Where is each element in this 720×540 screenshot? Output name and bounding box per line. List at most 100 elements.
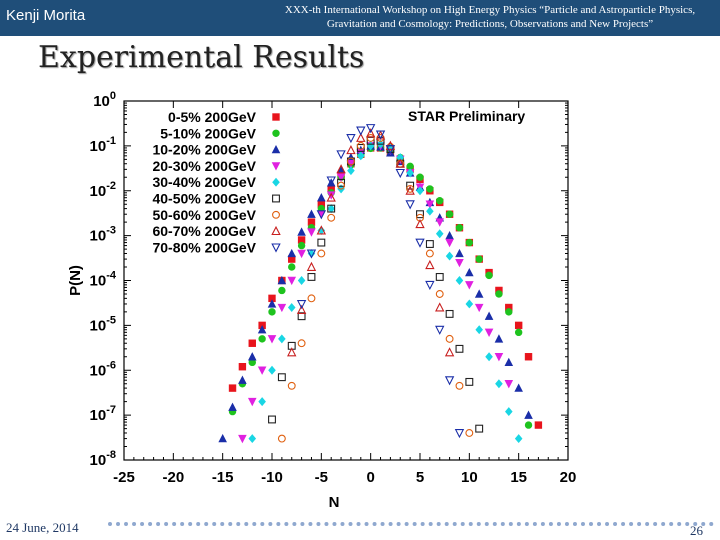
data-point (356, 132, 366, 142)
x-tick-label: 0 (366, 469, 374, 486)
data-point (454, 429, 465, 439)
data-point (357, 151, 365, 161)
data-point (228, 402, 237, 411)
y-axis-label: P(N) (67, 265, 84, 296)
data-point (425, 249, 434, 258)
conference-title: XXX-th International Workshop on High En… (284, 4, 696, 30)
y-tick-label: 10-4 (90, 270, 117, 290)
page-number: 26 (690, 523, 703, 538)
data-point (514, 434, 523, 444)
data-point (247, 397, 257, 407)
data-point (465, 238, 474, 247)
star-preliminary-label: STAR Preliminary (408, 108, 525, 124)
data-point (425, 280, 435, 291)
data-point (455, 344, 464, 353)
data-point (277, 303, 287, 313)
data-point (445, 238, 454, 248)
legend-label: 20-30% 200GeV (152, 158, 256, 174)
data-point (278, 286, 286, 295)
data-point (465, 377, 474, 386)
data-point (287, 248, 297, 258)
data-point (435, 272, 444, 281)
legend-marker (271, 144, 281, 154)
legend-marker (271, 225, 281, 236)
data-point (307, 294, 316, 303)
data-point (297, 312, 306, 321)
data-point (445, 251, 454, 261)
multiplicity-chart: -25 -20 -15 -10 -5 0 5 10 15 20 100 10-1 10-2 10-3 10-… (67, 90, 576, 511)
data-point (296, 300, 307, 310)
data-point (297, 227, 306, 236)
data-point (455, 381, 464, 390)
data-point (346, 157, 355, 166)
data-point (366, 136, 375, 145)
data-point (524, 353, 533, 361)
series-5 (268, 136, 484, 433)
data-point (505, 407, 513, 417)
data-point (247, 352, 257, 361)
data-point (415, 218, 425, 229)
data-point (406, 181, 415, 190)
x-tick-label: -15 (212, 469, 234, 486)
data-point (356, 143, 365, 152)
data-point (258, 397, 266, 407)
data-point (485, 271, 493, 280)
legend-marker (272, 113, 280, 121)
data-point (347, 166, 355, 176)
data-point (277, 373, 286, 382)
data-point (317, 238, 326, 247)
data-point (514, 321, 523, 330)
data-point (218, 433, 227, 443)
data-point (474, 289, 484, 298)
legend-marker (272, 177, 280, 187)
data-point (317, 249, 326, 258)
data-point (504, 357, 514, 367)
data-point (317, 226, 326, 235)
data-point (534, 421, 543, 429)
data-point (435, 302, 445, 312)
data-point (278, 334, 286, 344)
data-point (307, 272, 316, 281)
data-point (435, 229, 444, 239)
data-point (455, 224, 464, 232)
data-point (306, 261, 317, 271)
data-point (444, 347, 455, 357)
data-point (524, 410, 533, 419)
data-point (494, 334, 504, 343)
data-point (248, 434, 257, 444)
data-point (495, 290, 503, 298)
data-point (465, 429, 474, 437)
data-point (356, 126, 366, 136)
data-point (494, 353, 504, 362)
data-point (425, 200, 435, 209)
data-point (416, 186, 424, 196)
data-point (366, 134, 375, 142)
data-point (426, 206, 434, 216)
data-point (248, 339, 256, 347)
data-point (296, 304, 307, 314)
data-point (416, 210, 424, 219)
data-point (495, 379, 503, 389)
data-point (435, 290, 444, 298)
data-point (287, 381, 296, 390)
series-4 (248, 139, 523, 444)
data-point (238, 434, 247, 444)
y-tick-label: 10-7 (90, 404, 116, 424)
data-point (326, 192, 336, 202)
author-name: Kenji Morita (6, 7, 86, 24)
legend-marker (272, 210, 280, 219)
data-point (326, 176, 336, 186)
series-2 (218, 141, 533, 443)
data-point (297, 339, 306, 348)
data-point (475, 255, 483, 263)
x-tick-label: -20 (162, 469, 184, 486)
data-point (238, 362, 247, 371)
data-point (238, 375, 247, 384)
data-point (465, 281, 474, 290)
data-point (316, 225, 327, 235)
data-point (425, 240, 434, 248)
series-1 (228, 144, 533, 429)
data-point (475, 325, 483, 335)
header-bar: Kenji Morita XXX-th International Worksh… (0, 0, 720, 36)
